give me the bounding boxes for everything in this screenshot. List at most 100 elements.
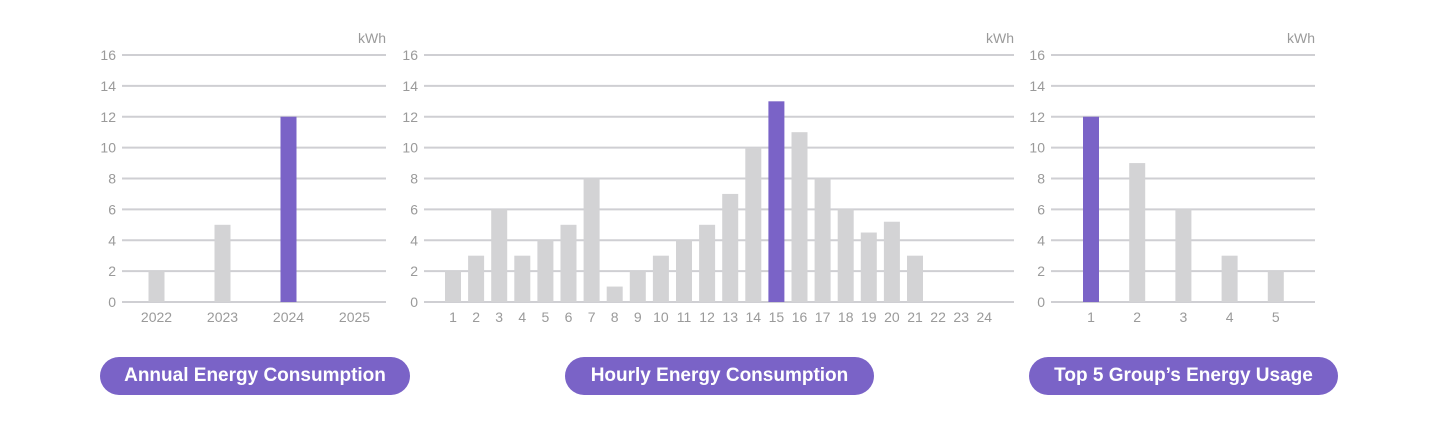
top5-bar (1129, 163, 1146, 302)
hourly-x-tick-label: 12 (699, 309, 715, 325)
hourly-bar (629, 271, 646, 302)
annual-y-tick-label: 4 (108, 232, 116, 248)
hourly-bar (837, 209, 854, 302)
hourly-y-tick-label: 10 (402, 140, 418, 156)
top5-y-tick-label: 2 (1037, 263, 1045, 279)
hourly-x-tick-label: 8 (611, 309, 619, 325)
annual-y-tick-label: 16 (100, 47, 116, 63)
hourly-x-tick-label: 5 (542, 309, 550, 325)
top5-x-tick-label: 1 (1087, 309, 1095, 325)
hourly-x-tick-label: 18 (838, 309, 854, 325)
hourly-bar (745, 147, 762, 302)
hourly-x-tick-label: 10 (653, 309, 669, 325)
hourly-x-tick-label: 11 (677, 309, 692, 325)
annual-y-tick-label: 12 (100, 109, 116, 125)
top5-bar (1083, 116, 1099, 302)
annual-y-tick-label: 2 (108, 263, 116, 279)
top5-x-tick-label: 2 (1133, 309, 1141, 325)
annual-chart: 0 2 4 6 8 10 12 14 16 kWh 2022 2023 2024 2025 (100, 30, 386, 325)
annual-y-tick-label: 10 (100, 140, 116, 156)
hourly-bar (514, 255, 531, 302)
top5-x-tick-label: 4 (1226, 309, 1234, 325)
top5-y-tick-label: 14 (1029, 78, 1045, 94)
hourly-bar (468, 255, 485, 302)
hourly-bar (907, 255, 923, 302)
top5-unit-label: kWh (1287, 30, 1315, 46)
hourly-y-tick-label: 8 (410, 171, 418, 187)
annual-x-tick-label: 2023 (207, 309, 238, 325)
top5-x-tick-label: 3 (1180, 309, 1188, 325)
hourly-y-tick-label: 14 (402, 78, 418, 94)
hourly-y-tick-label: 0 (410, 294, 418, 310)
annual-y-tick-label: 8 (108, 171, 116, 187)
hourly-bar (537, 240, 554, 302)
top5-y-tick-label: 16 (1029, 47, 1045, 63)
hourly-x-tick-label: 9 (634, 309, 642, 325)
top5-y-tick-label: 8 (1037, 171, 1045, 187)
annual-bar (148, 271, 165, 302)
annual-x-tick-label: 2025 (339, 309, 370, 325)
annual-y-tick-label: 6 (108, 201, 116, 217)
annual-chart-title: Annual Energy Consumption (100, 357, 410, 395)
top5-chart-title: Top 5 Group’s Energy Usage (1029, 357, 1338, 395)
hourly-y-tick-label: 6 (410, 201, 418, 217)
hourly-x-tick-label: 15 (769, 309, 785, 325)
hourly-bar (768, 101, 785, 302)
annual-unit-label: kWh (358, 30, 386, 46)
hourly-x-tick-label: 1 (449, 309, 457, 325)
annual-bar (280, 116, 297, 302)
hourly-x-tick-label: 13 (722, 309, 738, 325)
hourly-x-tick-label: 6 (565, 309, 573, 325)
hourly-x-tick-label: 21 (907, 309, 923, 325)
hourly-bar (583, 178, 600, 302)
hourly-bar (791, 132, 808, 302)
hourly-x-tick-label: 2 (472, 309, 480, 325)
hourly-x-tick-label: 19 (861, 309, 877, 325)
hourly-bar (445, 271, 461, 302)
hourly-bar (883, 221, 900, 302)
hourly-unit-label: kWh (986, 30, 1014, 46)
hourly-y-tick-label: 4 (410, 232, 418, 248)
top5-y-tick-label: 6 (1037, 201, 1045, 217)
hourly-bar (491, 209, 508, 302)
top5-bar (1267, 271, 1284, 302)
hourly-y-tick-label: 16 (402, 47, 418, 63)
hourly-bar (860, 232, 877, 302)
hourly-x-tick-label: 3 (495, 309, 503, 325)
hourly-x-tick-label: 23 (953, 309, 969, 325)
hourly-bar (606, 286, 623, 302)
hourly-x-tick-label: 20 (884, 309, 900, 325)
annual-y-tick-label: 0 (108, 294, 116, 310)
top5-bar (1221, 255, 1238, 302)
hourly-bar (699, 224, 716, 302)
top5-bar (1175, 209, 1192, 302)
hourly-x-tick-label: 17 (815, 309, 831, 325)
annual-y-tick-label: 14 (100, 78, 116, 94)
hourly-x-tick-label: 16 (792, 309, 808, 325)
hourly-bar (652, 255, 669, 302)
hourly-x-tick-label: 4 (518, 309, 526, 325)
hourly-x-tick-label: 7 (588, 309, 596, 325)
hourly-bar (676, 240, 692, 302)
top5-x-tick-label: 5 (1272, 309, 1280, 325)
hourly-x-tick-label: 22 (930, 309, 946, 325)
hourly-bar (722, 193, 739, 302)
annual-bar (214, 224, 231, 302)
top5-y-tick-label: 12 (1029, 109, 1045, 125)
hourly-y-tick-label: 12 (402, 109, 418, 125)
hourly-bar (560, 224, 577, 302)
hourly-y-tick-label: 2 (410, 263, 418, 279)
top5-y-tick-label: 10 (1029, 140, 1045, 156)
top5-y-tick-label: 0 (1037, 294, 1045, 310)
annual-x-tick-label: 2022 (141, 309, 172, 325)
hourly-chart-title: Hourly Energy Consumption (565, 357, 874, 395)
top5-y-tick-label: 4 (1037, 232, 1045, 248)
annual-x-tick-label: 2024 (273, 309, 304, 325)
hourly-x-tick-label: 24 (977, 309, 993, 325)
hourly-bar (814, 178, 831, 302)
hourly-x-tick-label: 14 (746, 309, 762, 325)
